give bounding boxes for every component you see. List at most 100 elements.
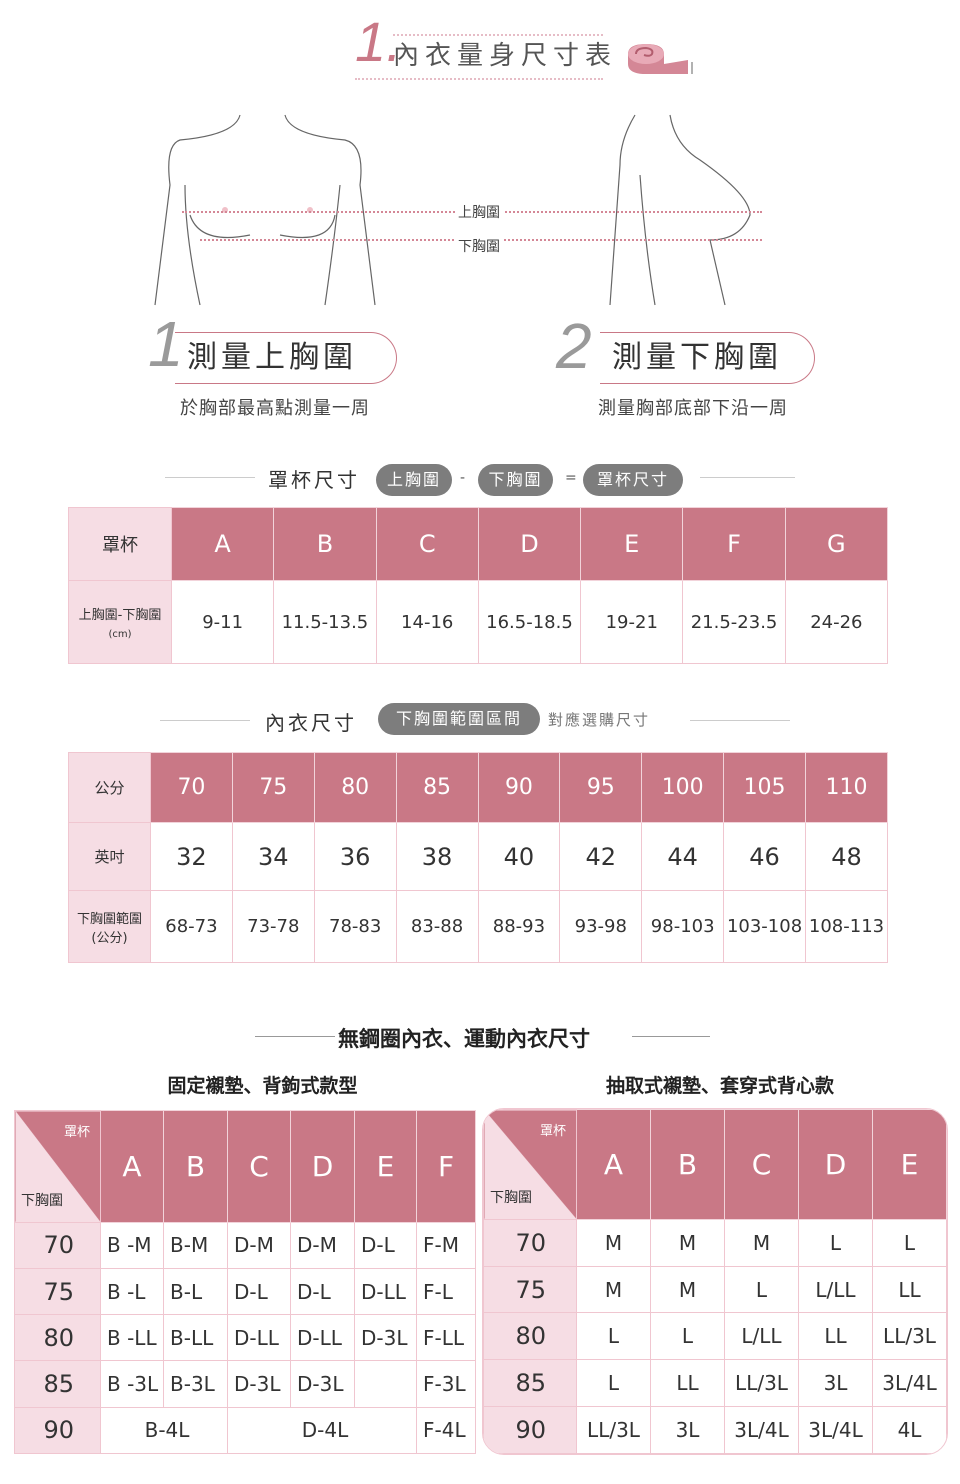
size-cell: B -3L — [100, 1360, 164, 1408]
size-cell: LL/3L — [576, 1406, 651, 1454]
cup-header-D: D — [477, 507, 582, 581]
cup-header-B: B — [650, 1109, 725, 1220]
divider — [700, 477, 795, 478]
step-1-title: 測量上胸圍 — [175, 332, 397, 384]
table-row: 85 B -3L B-3L D-3L D-3L F-3L — [14, 1360, 476, 1408]
formula-under-bust-pill: 下胸圍 — [478, 464, 553, 496]
fixed-pad-size-table: 罩杯 下胸圍 A B C D E F 70 B -M B-M D-M D-M D-L F-M 75 B -L B… — [14, 1110, 476, 1455]
cup-header-C: C — [227, 1110, 291, 1223]
size-cell: B-L — [163, 1267, 228, 1316]
size-cell: D-3L — [354, 1314, 417, 1362]
size-cell: LL — [798, 1312, 873, 1361]
size-cell: 3L — [650, 1406, 725, 1454]
removable-pad-subtitle: 抽取式襯墊、套穿式背心款 — [605, 1075, 834, 1097]
inch-cell: 42 — [559, 822, 643, 891]
size-cell: L — [872, 1218, 947, 1267]
upper-bust-label: 上胸圍 — [455, 202, 503, 222]
size-cell: L — [724, 1265, 799, 1314]
cm-header-110: 110 — [805, 752, 888, 823]
cm-header-105: 105 — [723, 752, 806, 823]
size-cell: B -LL — [100, 1314, 164, 1362]
size-cell: L — [650, 1312, 725, 1361]
range-row-header: 下胸圍範圍 (公分) — [68, 890, 151, 963]
range-cell: 68-73 — [150, 890, 233, 963]
cup-header-E: E — [580, 507, 684, 581]
size-cell: 3L/4L — [798, 1406, 873, 1454]
size-cell: D-L — [227, 1267, 291, 1316]
title-dotline-top — [393, 34, 603, 36]
range-unit: (公分) — [91, 930, 128, 946]
cm-header-90: 90 — [477, 752, 561, 823]
formula-upper-bust-pill: 上胸圍 — [376, 464, 452, 496]
difference-unit: (cm) — [108, 629, 132, 640]
cm-header-95: 95 — [559, 752, 643, 823]
size-cell: B-3L — [163, 1360, 228, 1408]
size-cell: D-LL — [290, 1314, 355, 1362]
difference-row-header: 上胸圍-下胸圍 (cm) — [68, 580, 172, 664]
cup-header-E: E — [354, 1110, 417, 1223]
inch-row-header: 英吋 — [68, 822, 151, 891]
range-cell: 93-98 — [559, 890, 643, 963]
cup-header-G: G — [784, 507, 889, 581]
removable-pad-size-table-wrapper: 罩杯 下胸圍 A B C D E 70 M M M L L 75 M M L L/LL LL 80 L L L/LL LL L… — [482, 1108, 948, 1455]
difference-label: 上胸圍-下胸圍 — [78, 608, 162, 623]
cup-range-cell: 16.5-18.5 — [477, 580, 582, 664]
size-cell — [354, 1360, 417, 1408]
bra-size-table: 公分 70 75 80 85 90 95 100 105 110 英吋 32 34 36 38 40 42 44… — [68, 752, 888, 963]
size-cell: LL/3L — [872, 1312, 947, 1361]
size-cell: D-3L — [227, 1360, 291, 1408]
cup-range-cell: 24-26 — [784, 580, 889, 664]
step-2-title: 測量下胸圍 — [600, 332, 815, 384]
size-cell: F-3L — [416, 1360, 476, 1408]
table-row: 90 LL/3L 3L 3L/4L 3L/4L 4L — [483, 1406, 947, 1454]
step-1-subtitle: 於胸部最高點測量一周 — [180, 398, 370, 419]
inch-cell: 34 — [231, 822, 315, 891]
size-cell: F-4L — [416, 1406, 476, 1455]
range-cell: 73-78 — [231, 890, 315, 963]
size-cell: L — [798, 1218, 873, 1267]
size-cell: F-LL — [416, 1314, 476, 1362]
corner-cup-label: 罩杯 — [539, 1124, 566, 1139]
inch-cell: 38 — [395, 822, 479, 891]
size-cell: 3L/4L — [724, 1406, 799, 1454]
inch-cell: 48 — [805, 822, 888, 891]
size-cell: D-M — [227, 1221, 291, 1269]
size-cell: D-LL — [354, 1267, 417, 1316]
formula-equals: = — [565, 470, 577, 486]
size-cell: M — [650, 1265, 725, 1314]
size-cell: L — [576, 1359, 651, 1408]
cup-header-A: A — [576, 1109, 651, 1220]
formula-cup-size-pill: 罩杯尺寸 — [583, 464, 683, 496]
size-cell: LL — [650, 1359, 725, 1408]
inch-cell: 46 — [723, 822, 806, 891]
under-bust-cell: 75 — [483, 1265, 577, 1314]
under-bust-label: 下胸圍 — [455, 236, 503, 256]
corner-under-label: 下胸圍 — [21, 1192, 63, 1209]
table-corner: 罩杯下胸圍 — [483, 1109, 577, 1220]
step-2-subtitle: 測量胸部底部下沿一周 — [598, 398, 788, 419]
cup-header-F: F — [416, 1110, 476, 1223]
size-cell: F-M — [416, 1221, 476, 1269]
cm-header-75: 75 — [231, 752, 315, 823]
title-number: 1. — [355, 10, 402, 73]
size-cell: M — [650, 1218, 725, 1267]
size-cell: F-L — [416, 1267, 476, 1316]
range-cell: 108-113 — [805, 890, 888, 963]
cup-range-cell: 14-16 — [375, 580, 479, 664]
size-cell: D-3L — [290, 1360, 355, 1408]
corner-cup-label: 罩杯 — [63, 1125, 90, 1140]
size-cell: D-M — [290, 1221, 355, 1269]
table-row: 85 L LL LL/3L 3L 3L/4L — [483, 1359, 947, 1408]
page-title: 內衣量身尺寸表 — [393, 41, 618, 71]
size-cell: B-4L — [100, 1406, 228, 1455]
under-bust-cell: 85 — [483, 1359, 577, 1408]
cm-header-85: 85 — [395, 752, 479, 823]
cup-header-E: E — [872, 1109, 947, 1220]
corner-under-label: 下胸圍 — [490, 1189, 532, 1206]
cup-header-F: F — [682, 507, 786, 581]
removable-pad-size-table: 罩杯 下胸圍 A B C D E 70 M M M L L 75 M M L L/LL LL 80 L L L/LL LL L… — [483, 1109, 947, 1454]
inch-cell: 36 — [313, 822, 397, 891]
inch-cell: 44 — [641, 822, 725, 891]
size-cell: D-4L — [227, 1406, 417, 1455]
range-cell: 98-103 — [641, 890, 725, 963]
